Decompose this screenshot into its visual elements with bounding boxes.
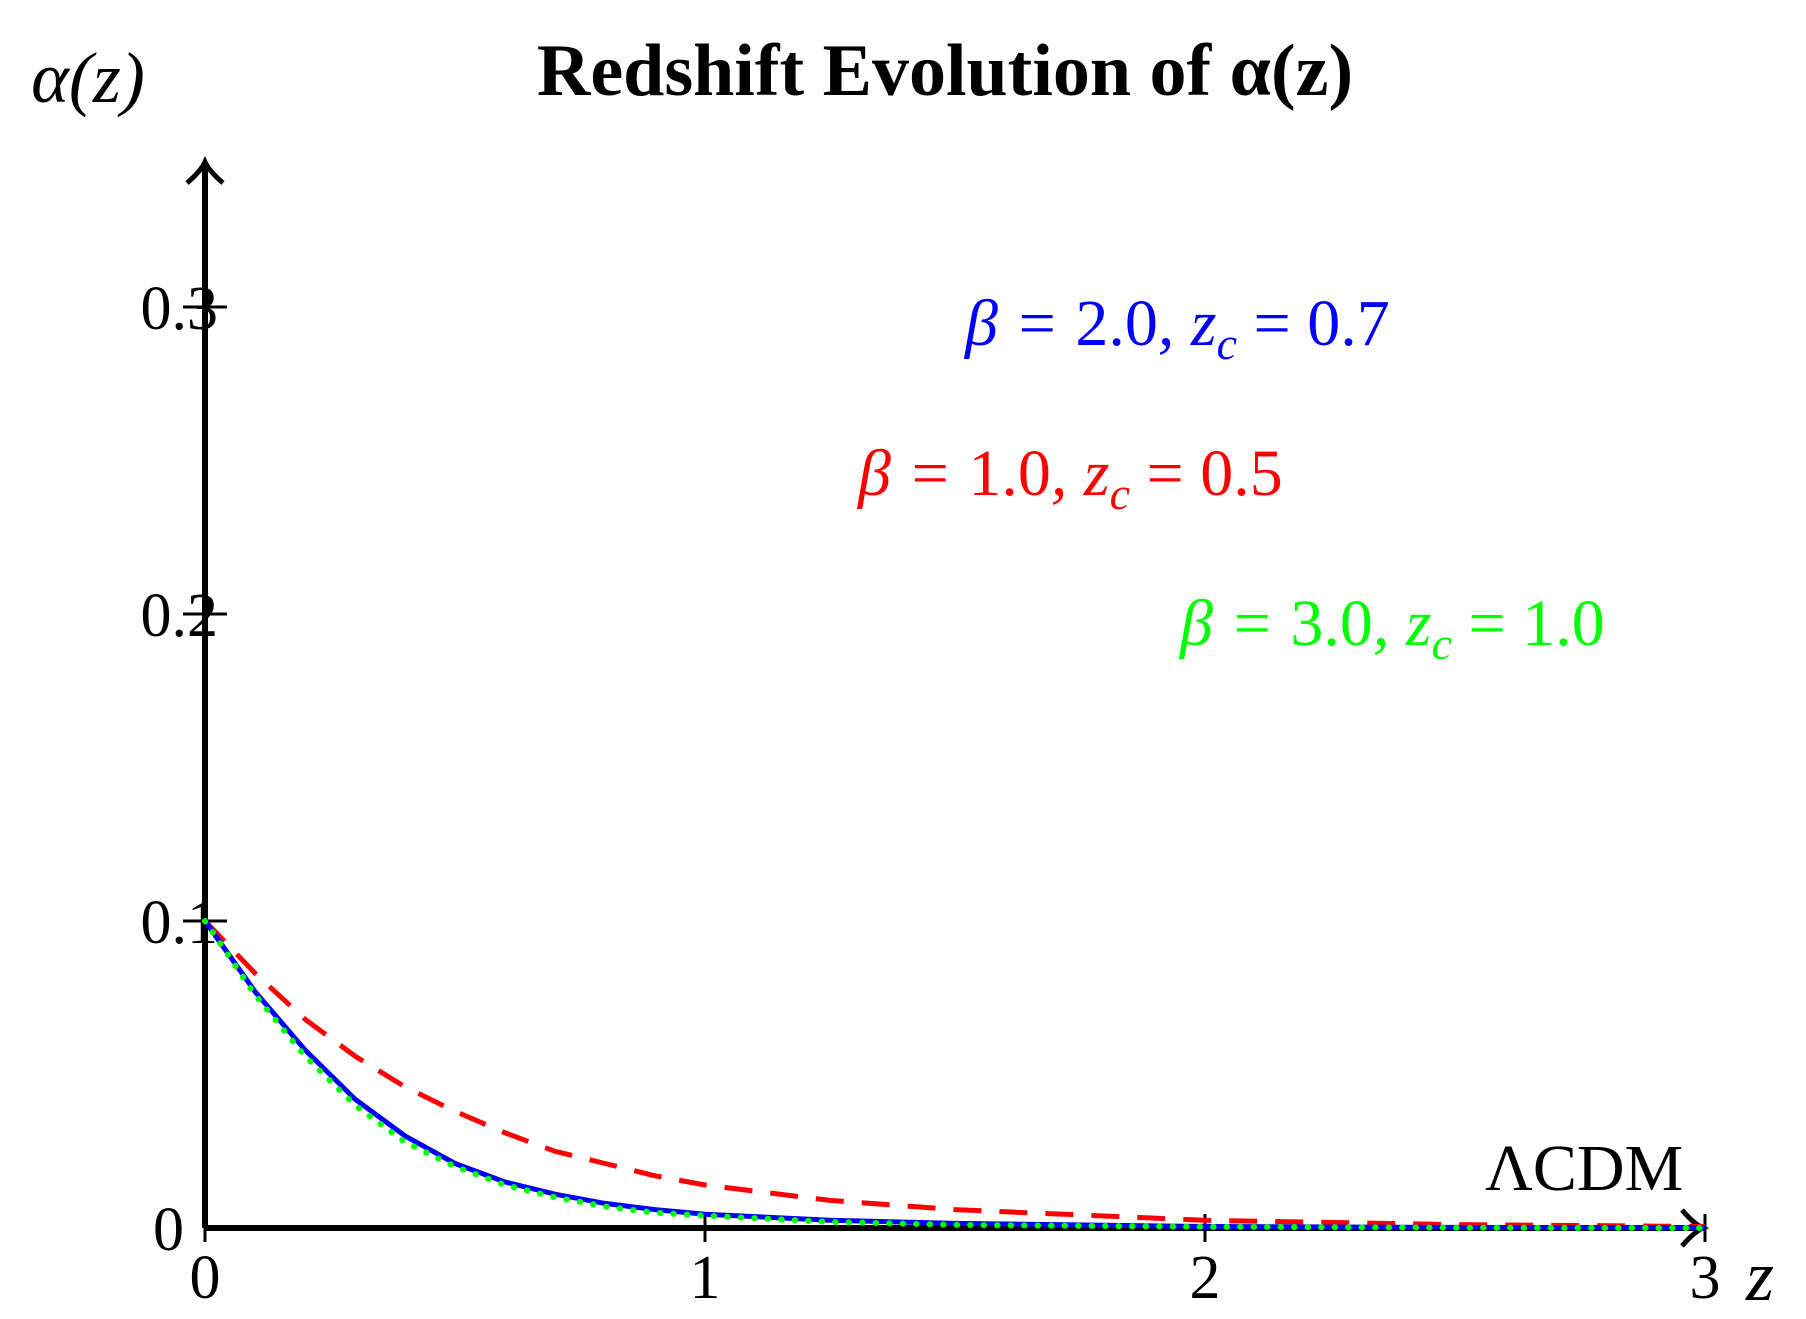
x-axis-label: z xyxy=(1745,1236,1774,1316)
annotation-blue: β = 2.0, zc = 0.7 xyxy=(963,287,1390,369)
annotation-red: β = 1.0, zc = 0.5 xyxy=(856,437,1283,519)
y-axis xyxy=(185,155,225,1228)
x-tick-label: 3 xyxy=(1690,1244,1721,1312)
annotation-green: β = 3.0, zc = 1.0 xyxy=(1178,587,1605,669)
y-tick-label: 0.2 xyxy=(141,582,219,650)
y-axis-arrowhead xyxy=(185,155,225,185)
series-line-dashed xyxy=(203,919,1706,1229)
y-tick-label: 0.3 xyxy=(141,275,219,343)
annotation-lcdm: ΛCDM xyxy=(1485,1132,1683,1205)
y-tick-label: 0 xyxy=(153,1196,184,1264)
series-line-dotted xyxy=(202,918,1708,1231)
y-axis-label: α(z) xyxy=(31,38,145,118)
x-tick-label: 0 xyxy=(190,1244,221,1312)
x-tick-label: 2 xyxy=(1190,1244,1221,1312)
x-tick-label: 1 xyxy=(690,1244,721,1312)
chart-title: Redshift Evolution of α(z) xyxy=(537,30,1353,112)
series-line-solid xyxy=(202,919,1706,1231)
